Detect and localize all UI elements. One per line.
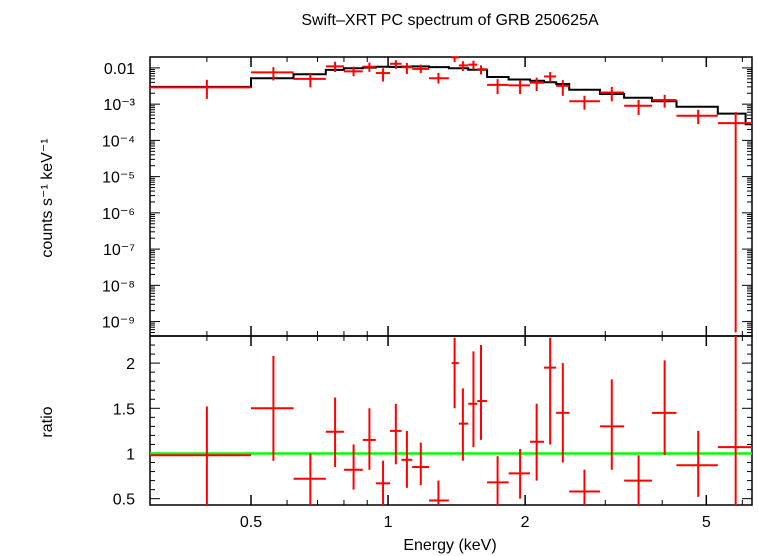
ratio-data-point — [293, 453, 326, 505]
ratio-data-point — [676, 430, 718, 497]
y-tick-label: 0.01 — [104, 61, 135, 78]
spectrum-data-point — [676, 109, 718, 125]
y-tick-label: 10⁻⁶ — [102, 206, 135, 223]
ratio-panel: 0.5 1 2 5 0.5 1 1.5 2 — [113, 57, 753, 531]
ratio-data-point — [717, 336, 752, 505]
ratio-data-point — [530, 403, 544, 481]
ratio-data-point — [451, 337, 459, 409]
bottom-plot-frame — [149, 335, 753, 506]
spectrum-data-point — [150, 79, 252, 99]
spectrum-data-point — [477, 65, 488, 75]
ratio-data-point — [343, 444, 363, 490]
spectrum-data-point — [362, 62, 376, 72]
ratio-y-tick-label: 1 — [126, 446, 135, 463]
spectrum-panel: 0.01 10⁻³ 10⁻⁴ 10⁻⁵ 10⁻⁶ 10⁻⁷ 10⁻⁸ 10⁻⁹ — [102, 56, 753, 337]
spectrum-data-point — [487, 79, 509, 95]
chart-title: Swift–XRT PC spectrum of GRB 250625A — [301, 12, 599, 29]
x-tick-label: 1 — [384, 514, 393, 531]
y-tick-label: 10⁻⁴ — [102, 133, 135, 150]
ratio-data-point — [468, 351, 478, 448]
ratio-data-point — [652, 360, 677, 456]
y-tick-label: 10⁻⁹ — [102, 315, 135, 332]
ratio-data-point — [251, 355, 294, 461]
y-tick-label: 10⁻⁸ — [102, 278, 135, 295]
y-tick-label: 10⁻³ — [103, 97, 135, 114]
ratio-data-point — [556, 363, 570, 463]
ratio-data-point — [487, 456, 509, 505]
spectrum-data-point — [556, 80, 570, 96]
spectrum-data-point — [390, 60, 402, 69]
spectrum-data-point — [325, 61, 344, 73]
ratio-y-tick-label: 1.5 — [113, 401, 135, 418]
ratio-y-tick-label: 2 — [126, 356, 135, 373]
spectrum-data-point — [468, 60, 478, 70]
ratio-data-point — [150, 406, 252, 505]
spectrum-data-point — [458, 61, 469, 72]
spectrum-data-point — [543, 72, 557, 83]
spectrum-data-point — [428, 72, 449, 84]
spectrum-data-point — [401, 62, 413, 74]
spectrum-data-point — [508, 80, 531, 95]
y-tick-label: 10⁻⁵ — [102, 170, 135, 187]
spectrum-data-point — [451, 56, 459, 63]
spectrum-data-point — [569, 95, 600, 110]
spectrum-data-point — [293, 73, 326, 88]
spectrum-data-point — [343, 66, 363, 77]
ratio-data-point — [458, 388, 469, 461]
ratio-data-point — [569, 469, 600, 505]
ratio-data-point — [599, 379, 625, 470]
spectrum-data-point — [717, 112, 752, 333]
top-plot-frame — [149, 56, 753, 337]
x-tick-label: 0.5 — [240, 514, 262, 531]
ratio-data-point — [390, 403, 402, 465]
x-tick-label: 2 — [521, 514, 530, 531]
ratio-data-point — [412, 442, 429, 486]
ratio-data-point — [375, 460, 391, 505]
top-y-axis-label: counts s⁻¹ keV⁻¹ — [39, 138, 56, 257]
model-step-line — [150, 65, 752, 126]
ratio-data-point — [401, 430, 413, 488]
spectrum-data-point — [412, 64, 429, 74]
spectrum-data-point — [375, 68, 391, 82]
ratio-data-point — [428, 480, 449, 505]
ratio-data-point — [362, 408, 376, 470]
ratio-data-point — [508, 448, 531, 499]
spectrum-data-point — [652, 94, 677, 108]
ratio-y-tick-label: 0.5 — [113, 492, 135, 509]
ratio-data-point — [325, 397, 344, 468]
spectrum-data-point — [530, 77, 544, 92]
ratio-data-point — [624, 455, 653, 505]
spectrum-data-point — [599, 86, 625, 102]
y-tick-label: 10⁻⁷ — [103, 242, 135, 259]
x-axis-label: Energy (keV) — [403, 537, 496, 554]
ratio-data-point — [477, 345, 488, 440]
spectrum-data-point — [251, 67, 294, 81]
ratio-data-point — [543, 337, 557, 445]
bottom-y-axis-label: ratio — [39, 406, 56, 437]
spectrum-data-point — [624, 100, 653, 116]
x-tick-label: 5 — [702, 514, 711, 531]
